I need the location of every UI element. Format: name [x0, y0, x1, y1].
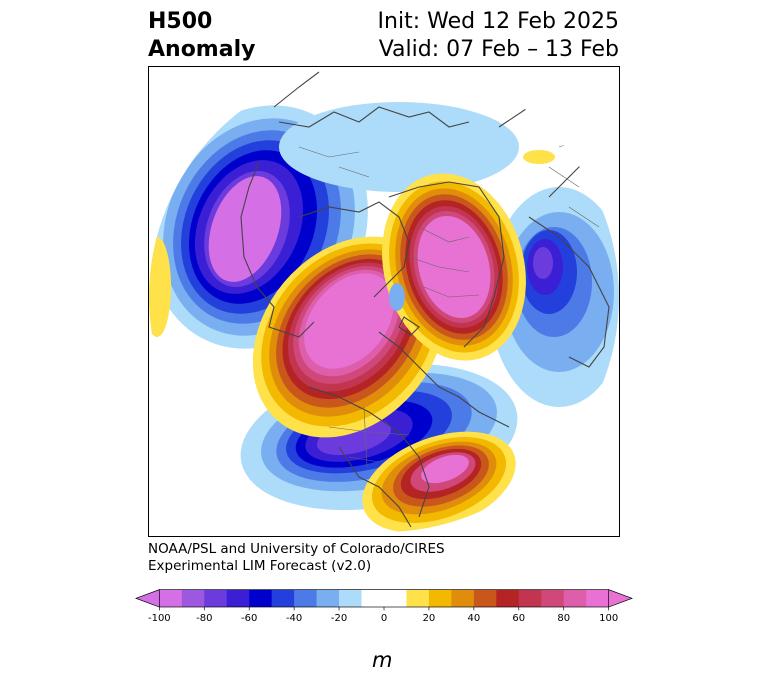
- colorbar-tick-label: 60: [512, 613, 525, 624]
- colorbar-swatch: [159, 589, 183, 607]
- title-line1: H500: [148, 9, 213, 34]
- colorbar-swatches: [135, 589, 633, 608]
- init-date: Init: Wed 12 Feb 2025: [377, 9, 619, 34]
- colorbar-swatch: [518, 589, 542, 607]
- borders: [298, 136, 600, 468]
- colorbar-swatch: [226, 589, 250, 607]
- colorbar-swatch: [361, 589, 385, 607]
- colorbar-tick-label: 100: [599, 613, 618, 624]
- colorbar-swatch: [384, 589, 407, 607]
- map-svg: [149, 67, 619, 532]
- colorbar-unit-label: m: [372, 648, 393, 672]
- colorbar-swatch: [473, 589, 497, 607]
- negative-anomaly-siberia: [150, 105, 368, 349]
- colorbar-tick-label: -80: [196, 613, 212, 624]
- colorbar-swatch: [294, 589, 317, 607]
- colorbar-swatch: [339, 589, 362, 607]
- credit-text: NOAA/PSL and University of Colorado/CIRE…: [148, 541, 445, 575]
- colorbar-tick-label: 20: [423, 613, 436, 624]
- colorbar-swatch: [316, 589, 340, 607]
- colorbar-swatch: [249, 589, 272, 607]
- forecast-dates: Init: Wed 12 Feb 2025 Valid: 07 Feb – 13…: [378, 8, 619, 64]
- colorbar-tick-label: -100: [148, 613, 171, 624]
- map-title: H500 Anomaly: [148, 8, 255, 64]
- colorbar-swatch: [428, 589, 452, 607]
- title-line2: Anomaly: [148, 37, 256, 62]
- colorbar-tick-label: 0: [381, 613, 387, 624]
- colorbar-tick-label: 40: [467, 613, 480, 624]
- colorbar-swatch: [586, 589, 609, 607]
- colorbar-swatch: [451, 589, 475, 607]
- credit-line1: NOAA/PSL and University of Colorado/CIRE…: [148, 541, 445, 557]
- colorbar-swatch: [541, 589, 565, 607]
- colorbar-tick-label: -40: [286, 613, 302, 624]
- colorbar-swatch: [563, 589, 587, 607]
- anomaly-map: [148, 66, 620, 537]
- colorbar-swatch: [271, 589, 295, 607]
- colorbar-max-arrow: [608, 589, 633, 608]
- valid-range: Valid: 07 Feb – 13 Feb: [378, 37, 619, 62]
- colorbar-tick-label: -20: [331, 613, 347, 624]
- colorbar: -100 -80 -60 -40 -20 0 20 40 60 80 100: [135, 589, 633, 624]
- colorbar-swatch: [496, 589, 520, 607]
- colorbar-swatch: [204, 589, 228, 607]
- positive-anomaly-atlantic: [362, 431, 516, 532]
- colorbar-tick-label: -60: [241, 613, 257, 624]
- colorbar-min-arrow: [135, 589, 160, 608]
- positive-anomaly-greenland: [382, 173, 526, 361]
- negative-anomaly-eurasia: [279, 102, 619, 407]
- credit-line2: Experimental LIM Forecast (v2.0): [148, 558, 372, 574]
- colorbar-swatch: [181, 589, 205, 607]
- colorbar-ticks: -100 -80 -60 -40 -20 0 20 40 60 80 100: [148, 607, 618, 624]
- colorbar-tick-label: 80: [557, 613, 570, 624]
- colorbar-swatch: [406, 589, 430, 607]
